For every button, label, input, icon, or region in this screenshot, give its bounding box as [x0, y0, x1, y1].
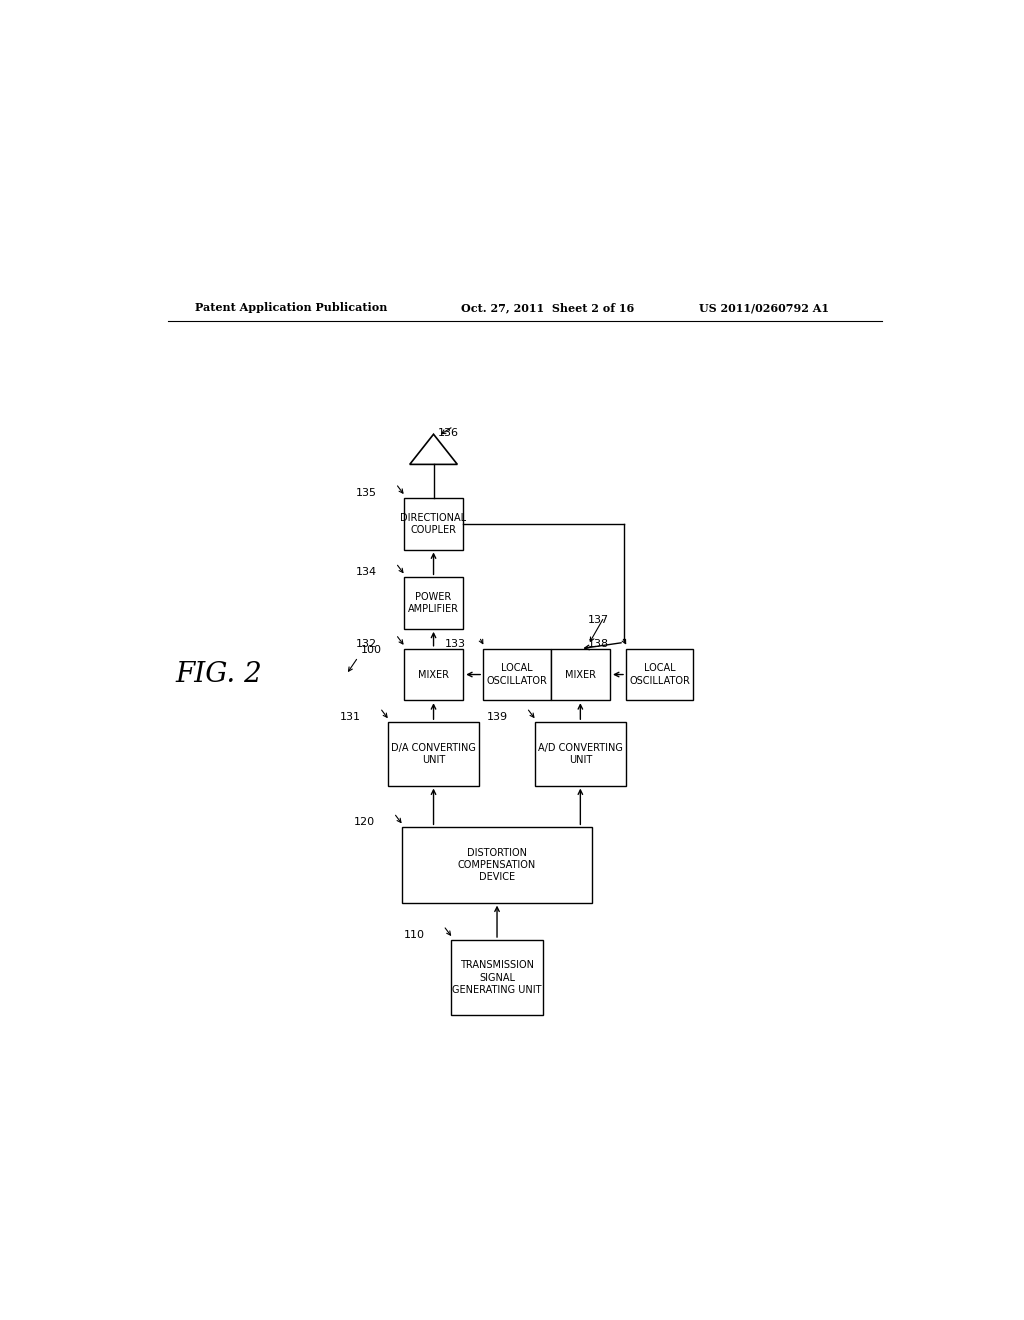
Bar — [535, 722, 626, 785]
Bar — [401, 828, 592, 903]
Text: 134: 134 — [356, 568, 377, 577]
Text: MIXER: MIXER — [418, 669, 450, 680]
Text: 133: 133 — [445, 639, 466, 648]
Bar — [403, 577, 463, 628]
Text: 135: 135 — [356, 488, 377, 498]
Text: MIXER: MIXER — [565, 669, 596, 680]
Text: 136: 136 — [437, 428, 459, 438]
Text: DISTORTION
COMPENSATION
DEVICE: DISTORTION COMPENSATION DEVICE — [458, 847, 537, 882]
Text: D/A CONVERTING
UNIT: D/A CONVERTING UNIT — [391, 743, 476, 766]
Text: 120: 120 — [354, 817, 376, 828]
Text: US 2011/0260792 A1: US 2011/0260792 A1 — [699, 302, 829, 313]
Text: LOCAL
OSCILLATOR: LOCAL OSCILLATOR — [486, 664, 547, 685]
Bar — [452, 940, 543, 1015]
Text: Patent Application Publication: Patent Application Publication — [196, 302, 388, 313]
Bar — [551, 648, 610, 701]
Text: FIG. 2: FIG. 2 — [176, 661, 262, 688]
Text: 138: 138 — [588, 639, 609, 648]
Text: Oct. 27, 2011  Sheet 2 of 16: Oct. 27, 2011 Sheet 2 of 16 — [461, 302, 635, 313]
Text: 132: 132 — [356, 639, 377, 648]
Text: LOCAL
OSCILLATOR: LOCAL OSCILLATOR — [630, 664, 690, 685]
Bar — [483, 648, 551, 701]
Text: TRANSMISSION
SIGNAL
GENERATING UNIT: TRANSMISSION SIGNAL GENERATING UNIT — [453, 960, 542, 995]
Bar — [388, 722, 479, 785]
Bar — [403, 648, 463, 701]
Bar — [626, 648, 693, 701]
Text: DIRECTIONAL
COUPLER: DIRECTIONAL COUPLER — [400, 512, 467, 535]
Text: 139: 139 — [487, 713, 508, 722]
Text: POWER
AMPLIFIER: POWER AMPLIFIER — [408, 591, 459, 614]
Text: 137: 137 — [588, 615, 609, 624]
Text: A/D CONVERTING
UNIT: A/D CONVERTING UNIT — [538, 743, 623, 766]
Text: 110: 110 — [403, 931, 425, 940]
Text: 131: 131 — [340, 713, 361, 722]
Text: 100: 100 — [360, 644, 382, 655]
Bar — [403, 498, 463, 549]
